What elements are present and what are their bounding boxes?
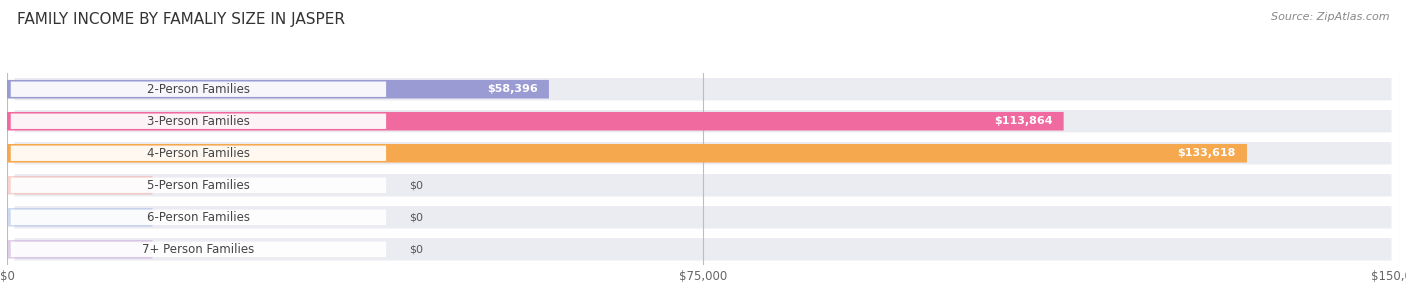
FancyBboxPatch shape — [14, 206, 1392, 228]
Text: $0: $0 — [409, 244, 423, 254]
Text: $0: $0 — [409, 180, 423, 190]
FancyBboxPatch shape — [11, 145, 387, 161]
Text: 7+ Person Families: 7+ Person Families — [142, 243, 254, 256]
FancyBboxPatch shape — [7, 176, 152, 195]
FancyBboxPatch shape — [7, 144, 1247, 163]
Text: 4-Person Families: 4-Person Families — [146, 147, 250, 160]
FancyBboxPatch shape — [11, 242, 387, 257]
Text: $58,396: $58,396 — [486, 84, 537, 94]
Text: $0: $0 — [409, 212, 423, 222]
FancyBboxPatch shape — [7, 80, 548, 99]
FancyBboxPatch shape — [11, 178, 387, 193]
FancyBboxPatch shape — [14, 238, 1392, 260]
Text: 6-Person Families: 6-Person Families — [146, 211, 250, 224]
FancyBboxPatch shape — [7, 240, 152, 259]
Text: $113,864: $113,864 — [994, 116, 1053, 126]
FancyBboxPatch shape — [7, 208, 152, 227]
Text: FAMILY INCOME BY FAMALIY SIZE IN JASPER: FAMILY INCOME BY FAMALIY SIZE IN JASPER — [17, 12, 344, 27]
Text: $133,618: $133,618 — [1177, 148, 1236, 158]
FancyBboxPatch shape — [11, 81, 387, 97]
FancyBboxPatch shape — [7, 112, 1064, 131]
FancyBboxPatch shape — [11, 210, 387, 225]
Text: Source: ZipAtlas.com: Source: ZipAtlas.com — [1271, 12, 1389, 22]
Text: 3-Person Families: 3-Person Families — [148, 115, 250, 128]
Text: 2-Person Families: 2-Person Families — [146, 83, 250, 96]
FancyBboxPatch shape — [14, 78, 1392, 100]
FancyBboxPatch shape — [14, 174, 1392, 196]
Text: 5-Person Families: 5-Person Families — [148, 179, 250, 192]
FancyBboxPatch shape — [11, 113, 387, 129]
FancyBboxPatch shape — [14, 110, 1392, 132]
FancyBboxPatch shape — [14, 142, 1392, 164]
